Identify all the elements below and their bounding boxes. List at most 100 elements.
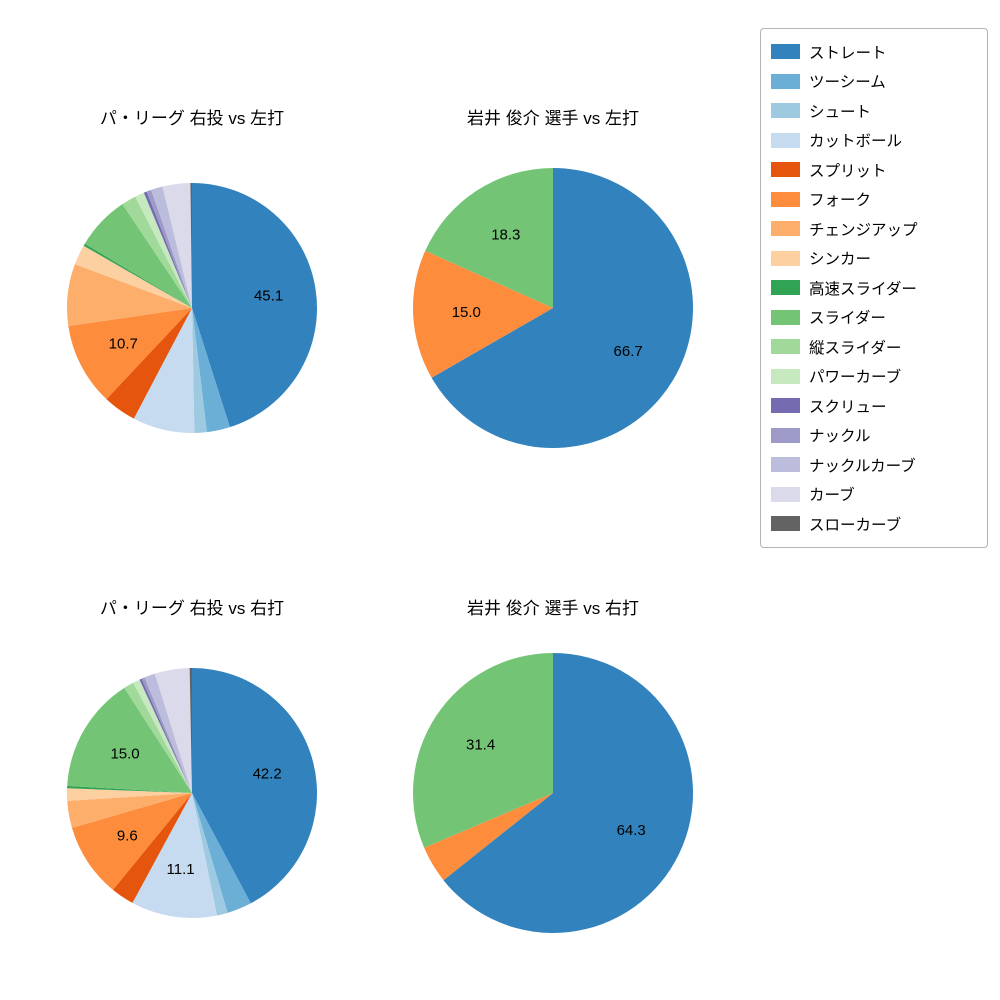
legend-label: 縦スライダー bbox=[809, 339, 902, 357]
pie-slice bbox=[151, 186, 192, 308]
legend-swatch bbox=[771, 103, 800, 119]
legend-item: ナックル bbox=[771, 421, 977, 451]
pie-slice bbox=[144, 673, 192, 793]
legend-swatch bbox=[771, 44, 800, 60]
legend-label: カーブ bbox=[809, 487, 855, 505]
pie-value-label: 10.7 bbox=[109, 335, 138, 352]
pie-value-label: 31.4 bbox=[466, 737, 495, 754]
legend: ストレートツーシームシュートカットボール スプリットフォークチェンジアップ シンカー… bbox=[760, 28, 988, 548]
pie-slice bbox=[189, 668, 192, 793]
pie-slice bbox=[133, 679, 192, 793]
pie-chart-pa-league-vs-lhb: 45.1 10.7 bbox=[66, 183, 317, 433]
legend-item: フォーク bbox=[771, 185, 977, 215]
pie-value-label: 45.1 bbox=[254, 288, 283, 305]
legend-item: チェンジアップ bbox=[771, 214, 977, 244]
legend-item: ストレート bbox=[771, 37, 977, 67]
pie-slice bbox=[132, 793, 217, 918]
pie-value-label: 15.0 bbox=[452, 304, 481, 321]
legend-swatch bbox=[771, 368, 800, 384]
pie-slice bbox=[67, 788, 192, 801]
legend-swatch bbox=[771, 486, 800, 502]
legend-label: カットボール bbox=[809, 133, 903, 151]
pie-slice bbox=[66, 264, 192, 327]
pie-slice bbox=[83, 243, 192, 308]
pie-slice bbox=[139, 678, 192, 793]
legend-label: ナックルカーブ bbox=[809, 457, 916, 475]
pie-slice bbox=[71, 793, 192, 890]
pie-slice bbox=[425, 168, 553, 308]
pie-slice bbox=[135, 192, 192, 308]
legend-label: スライダー bbox=[809, 310, 886, 328]
legend-swatch bbox=[771, 339, 800, 355]
legend-label: ツーシーム bbox=[809, 74, 886, 92]
pie-value-label: 42.2 bbox=[253, 766, 282, 783]
pie-slice bbox=[192, 308, 207, 433]
legend-swatch bbox=[771, 132, 800, 148]
legend-item: カットボール bbox=[771, 126, 977, 156]
pie-slice bbox=[192, 308, 230, 433]
pie-slice bbox=[133, 308, 195, 433]
pie-slice bbox=[112, 793, 192, 903]
pie-slice bbox=[413, 250, 553, 378]
pie-slice bbox=[67, 793, 192, 828]
legend-label: ストレート bbox=[809, 44, 887, 62]
pie-slice bbox=[190, 183, 192, 308]
pie-value-label: 15.0 bbox=[110, 745, 139, 762]
legend-swatch bbox=[771, 73, 800, 89]
legend-item: カーブ bbox=[771, 480, 977, 510]
pie-slice bbox=[67, 687, 192, 793]
legend-swatch bbox=[771, 398, 800, 414]
pie-slice bbox=[424, 793, 553, 881]
legend-item: シンカー bbox=[771, 244, 977, 274]
pie-slice bbox=[67, 785, 192, 793]
pie-chart-pa-league-vs-rhb: 42.2 11.1 9.6 15.0 bbox=[67, 668, 318, 918]
pie-slice bbox=[74, 245, 192, 308]
legend-label: スクリュー bbox=[809, 398, 887, 416]
pie-value-label: 18.3 bbox=[491, 227, 520, 244]
legend-label: スプリット bbox=[809, 162, 887, 180]
pie-slice bbox=[192, 668, 318, 904]
pie-value-label: 11.1 bbox=[167, 861, 195, 878]
legend-label: シュート bbox=[809, 103, 872, 121]
pie-slice bbox=[84, 204, 192, 308]
legend-label: パワーカーブ bbox=[809, 369, 902, 387]
pie-value-label: 9.6 bbox=[117, 827, 138, 844]
pie-slice bbox=[192, 793, 228, 916]
pie-slice bbox=[192, 183, 317, 428]
pie-slice bbox=[192, 793, 251, 913]
chart-title-iwai-vs-lhb: 岩井 俊介 選手 vs 左打 bbox=[467, 109, 639, 128]
legend-item: ナックルカーブ bbox=[771, 450, 977, 480]
pie-slice bbox=[106, 308, 192, 419]
legend-item: スクリュー bbox=[771, 391, 977, 421]
pie-slice bbox=[141, 677, 192, 793]
legend-swatch bbox=[771, 427, 800, 443]
pie-chart-iwai-vs-rhb: 64.3 31.4 bbox=[413, 653, 693, 933]
pie-slice bbox=[413, 653, 553, 848]
legend-label: チェンジアップ bbox=[809, 221, 918, 239]
pie-slice bbox=[68, 308, 192, 400]
legend-swatch bbox=[771, 516, 800, 532]
pie-slice bbox=[431, 168, 693, 448]
pie-slice bbox=[443, 653, 693, 933]
pie-value-label: 64.3 bbox=[617, 822, 646, 839]
legend-item: パワーカーブ bbox=[771, 362, 977, 392]
legend-swatch bbox=[771, 162, 800, 178]
legend-swatch bbox=[771, 309, 800, 325]
legend-label: シンカー bbox=[809, 251, 872, 269]
legend-label: 高速スライダー bbox=[809, 280, 917, 298]
legend-swatch bbox=[771, 250, 800, 266]
legend-label: フォーク bbox=[809, 192, 872, 210]
pie-chart-iwai-vs-lhb: 66.7 15.0 18.3 bbox=[413, 168, 693, 448]
legend-item: スローカーブ bbox=[771, 509, 977, 539]
legend-label: スローカーブ bbox=[809, 516, 902, 534]
legend-item: 縦スライダー bbox=[771, 332, 977, 362]
chart-title-pa-league-vs-lhb: パ・リーグ 右投 vs 左打 bbox=[99, 109, 285, 128]
pie-slice bbox=[162, 183, 192, 308]
chart-title-pa-league-vs-rhb: パ・リーグ 右投 vs 右打 bbox=[99, 599, 285, 618]
pie-value-label: 66.7 bbox=[614, 343, 643, 360]
legend-item: ツーシーム bbox=[771, 67, 977, 97]
pie-slice bbox=[143, 191, 192, 308]
legend-swatch bbox=[771, 191, 800, 207]
legend-item: シュート bbox=[771, 96, 977, 126]
